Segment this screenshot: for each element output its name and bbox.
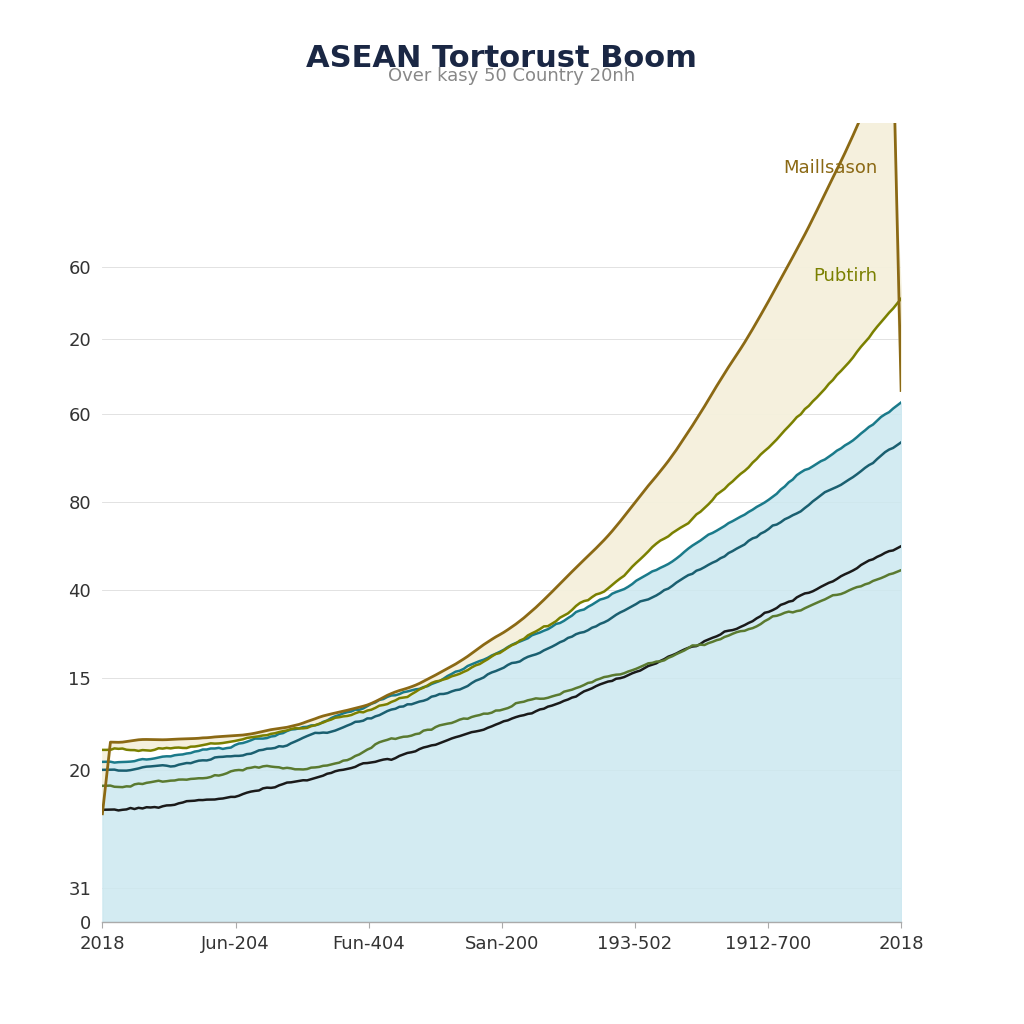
Title: ASEAN Tortorust Boom: ASEAN Tortorust Boom <box>306 44 697 74</box>
Text: Over kasy 50 Country 20nh: Over kasy 50 Country 20nh <box>388 67 636 85</box>
Text: Maillsason: Maillsason <box>783 159 878 177</box>
Text: Pubtirh: Pubtirh <box>813 266 878 285</box>
